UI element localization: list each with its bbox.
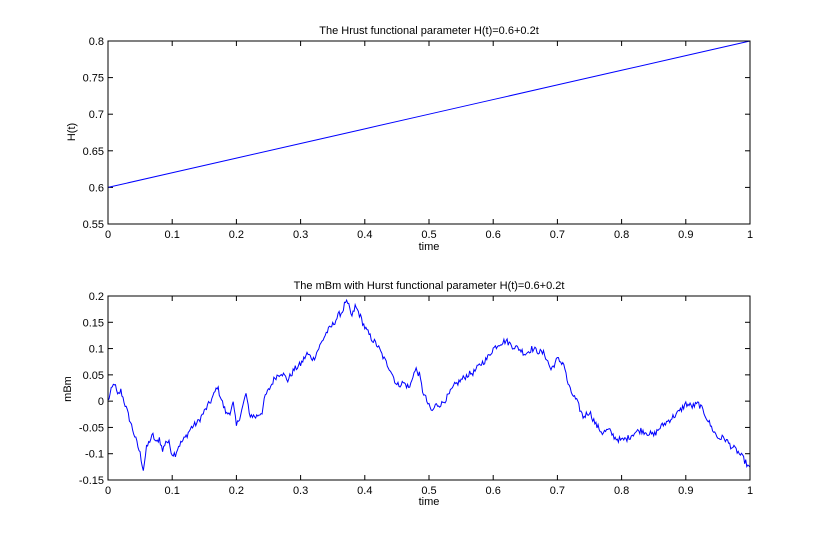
hurst-plot-tick-labels: 0 0.1 0.2 0.3 0.4 0.5 0.6 0.7 0.8 0.9 1 0.55 0.6 0.65… <box>83 36 753 241</box>
hurst-x-tick-label: 1 <box>747 229 753 241</box>
mbm-y-tick-label: 0.1 <box>89 344 104 356</box>
hurst-series-line <box>107 40 751 188</box>
mbm-x-tick-label: 0.7 <box>550 485 565 497</box>
mbm-x-tick-label: 0 <box>105 485 111 497</box>
hurst-y-tick-label: 0.55 <box>83 219 104 231</box>
mbm-x-tick-label: 0.1 <box>165 485 180 497</box>
hurst-y-tick-label: 0.8 <box>89 36 104 48</box>
mbm-x-tick-label: 0.6 <box>486 485 501 497</box>
mbm-plot-ylabel: mBm <box>62 376 74 402</box>
hurst-parameter-plot: The Hrust functional parameter H(t)=0.6+… <box>66 25 753 253</box>
hurst-x-tick-label: 0.1 <box>165 229 180 241</box>
hurst-x-tick-label: 0.9 <box>678 229 693 241</box>
mbm-series-line <box>107 298 751 471</box>
mbm-x-tick-label: 0.8 <box>614 485 629 497</box>
mbm-plot-xlabel: time <box>419 496 440 508</box>
hurst-x-tick-label: 0.2 <box>229 229 244 241</box>
hurst-plot-xlabel: time <box>419 241 440 253</box>
hurst-x-tick-label: 0 <box>105 229 111 241</box>
hurst-x-tick-label: 0.6 <box>486 229 501 241</box>
mbm-x-tick-label: 0.5 <box>421 485 436 497</box>
hurst-x-tick-label: 0.4 <box>357 229 372 241</box>
hurst-x-tick-label: 0.3 <box>293 229 308 241</box>
mbm-y-tick-label: 0.05 <box>83 370 104 382</box>
hurst-x-tick-label: 0.7 <box>550 229 565 241</box>
mbm-y-tick-label: -0.15 <box>79 475 104 487</box>
mbm-x-tick-label: 0.3 <box>293 485 308 497</box>
hurst-y-tick-label: 0.6 <box>89 182 104 194</box>
mbm-x-tick-label: 0.4 <box>357 485 372 497</box>
hurst-plot-frame <box>107 40 751 225</box>
mbm-x-tick-label: 0.9 <box>678 485 693 497</box>
mbm-y-tick-label: 0 <box>98 396 104 408</box>
mbm-plot-title: The mBm with Hurst functional parameter … <box>294 280 565 292</box>
mbm-plot-frame <box>107 295 751 481</box>
mbm-x-tick-label: 1 <box>747 485 753 497</box>
hurst-x-tick-label: 0.5 <box>421 229 436 241</box>
hurst-y-tick-label: 0.65 <box>83 146 104 158</box>
hurst-y-tick-label: 0.7 <box>89 109 104 121</box>
hurst-plot-title: The Hrust functional parameter H(t)=0.6+… <box>319 25 539 37</box>
mbm-x-tick-label: 0.2 <box>229 485 244 497</box>
mbm-plot-tick-labels: 0 0.1 0.2 0.3 0.4 0.5 0.6 0.7 0.8 0.9 1 -0.15 -0.1 -0… <box>79 291 753 497</box>
mbm-y-tick-label: 0.2 <box>89 291 104 303</box>
mbm-y-tick-label: -0.05 <box>79 422 104 434</box>
hurst-y-tick-label: 0.75 <box>83 73 104 85</box>
mbm-y-tick-label: 0.15 <box>83 317 104 329</box>
mbm-y-tick-label: -0.1 <box>85 449 104 461</box>
hurst-plot-ylabel: H(t) <box>66 123 78 141</box>
mbm-plot: The mBm with Hurst functional parameter … <box>62 280 753 508</box>
hurst-x-tick-label: 0.8 <box>614 229 629 241</box>
